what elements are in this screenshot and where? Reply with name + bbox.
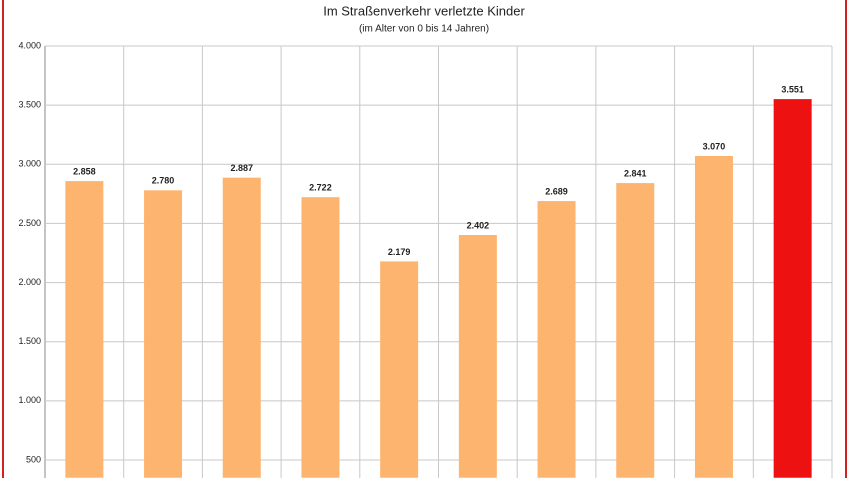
y-tick-label: 1.500 bbox=[18, 336, 41, 346]
bar bbox=[773, 99, 812, 478]
value-label: 2.780 bbox=[152, 176, 175, 186]
bar bbox=[694, 156, 733, 478]
value-label: 2.858 bbox=[73, 166, 96, 176]
y-tick-label: 1.000 bbox=[18, 395, 41, 405]
value-label: 2.722 bbox=[309, 183, 332, 193]
bar bbox=[301, 197, 340, 478]
value-label: 2.402 bbox=[467, 220, 490, 230]
value-label: 3.070 bbox=[703, 141, 726, 151]
y-tick-label: 3.000 bbox=[18, 159, 41, 169]
value-label: 2.179 bbox=[388, 247, 411, 257]
bar bbox=[144, 190, 183, 478]
value-label: 3.551 bbox=[781, 84, 804, 94]
bar bbox=[380, 261, 419, 478]
value-label: 2.841 bbox=[624, 168, 647, 178]
bar bbox=[65, 181, 104, 478]
y-tick-label: 4.000 bbox=[18, 40, 41, 50]
value-label: 2.887 bbox=[230, 163, 253, 173]
value-label: 2.689 bbox=[545, 186, 568, 196]
y-tick-label: 3.500 bbox=[18, 100, 41, 110]
y-tick-label: 2.500 bbox=[18, 218, 41, 228]
y-tick-label: 500 bbox=[26, 454, 41, 464]
bar bbox=[458, 235, 497, 478]
y-tick-label: 2.000 bbox=[18, 277, 41, 287]
chart-title: Im Straßenverkehr verletzte Kinder bbox=[323, 3, 525, 18]
bar bbox=[537, 201, 576, 478]
chart-subtitle: (im Alter von 0 bis 14 Jahren) bbox=[359, 24, 489, 35]
bar bbox=[222, 177, 261, 478]
bar bbox=[616, 183, 655, 478]
